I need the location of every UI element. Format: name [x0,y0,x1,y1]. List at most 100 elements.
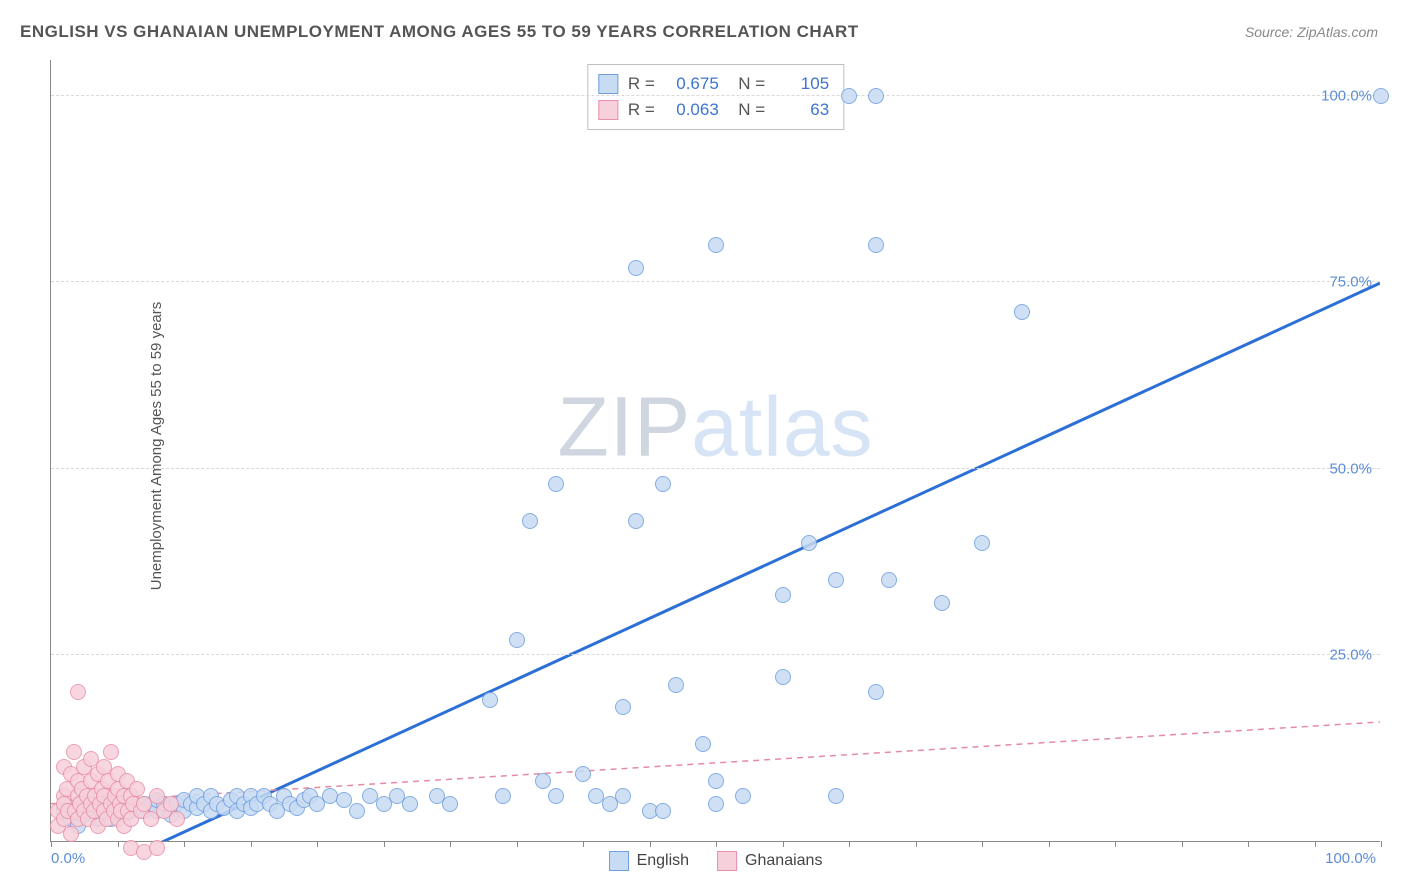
data-point [655,803,671,819]
data-point [668,677,684,693]
data-point [708,796,724,812]
x-tick [982,841,983,847]
x-tick [1381,841,1382,847]
watermark: ZIPatlas [557,379,873,476]
data-point [615,699,631,715]
legend-item: English [609,851,689,871]
trend-lines-layer [51,60,1380,841]
data-point [881,572,897,588]
data-point [495,788,511,804]
watermark-atlas: atlas [691,380,873,474]
x-tick [916,841,917,847]
data-point [775,669,791,685]
data-point [63,826,79,842]
data-point [149,840,165,856]
data-point [66,744,82,760]
gridline [51,281,1380,282]
chart-title: ENGLISH VS GHANAIAN UNEMPLOYMENT AMONG A… [20,22,859,42]
data-point [535,773,551,789]
data-point [868,237,884,253]
x-tick [184,841,185,847]
data-point [628,260,644,276]
data-point [868,684,884,700]
x-tick [251,841,252,847]
series-swatch [598,100,618,120]
y-tick-label: 25.0% [1329,646,1372,663]
gridline [51,95,1380,96]
y-tick-label: 100.0% [1321,88,1372,105]
x-tick [118,841,119,847]
correlation-stats-box: R = 0.675 N = 105 R = 0.063 N = 63 [587,64,844,130]
data-point [708,237,724,253]
x-tick [450,841,451,847]
data-point [868,88,884,104]
legend-swatch [609,851,629,871]
x-tick [849,841,850,847]
data-point [775,587,791,603]
data-point [695,736,711,752]
data-point [548,788,564,804]
data-point [655,476,671,492]
data-point [628,513,644,529]
legend-label: English [637,852,689,870]
x-tick [650,841,651,847]
legend: English Ghanaians [609,851,823,871]
data-point [828,572,844,588]
data-point [934,595,950,611]
x-tick [51,841,52,847]
x-tick [716,841,717,847]
data-point [70,684,86,700]
source-label: Source: ZipAtlas.com [1245,24,1378,40]
stat-n-label: N = [729,71,765,97]
legend-item: Ghanaians [717,851,822,871]
data-point [1373,88,1389,104]
x-tick [783,841,784,847]
data-point [548,476,564,492]
data-point [575,766,591,782]
x-tick [1248,841,1249,847]
legend-label: Ghanaians [745,852,822,870]
x-tick [517,841,518,847]
data-point [163,796,179,812]
data-point [482,692,498,708]
x-tick [583,841,584,847]
stat-n-value: 105 [775,71,829,97]
stats-row: R = 0.675 N = 105 [598,71,829,97]
data-point [349,803,365,819]
stat-r-value: 0.675 [665,71,719,97]
stat-n-value: 63 [775,97,829,123]
data-point [828,788,844,804]
x-tick [1049,841,1050,847]
data-point [1014,304,1030,320]
series-swatch [598,74,618,94]
data-point [129,781,145,797]
x-axis-max-label: 100.0% [1325,850,1376,867]
data-point [841,88,857,104]
data-point [522,513,538,529]
data-point [336,792,352,808]
x-tick [1315,841,1316,847]
data-point [708,773,724,789]
x-tick [384,841,385,847]
x-axis-origin-label: 0.0% [51,850,85,867]
data-point [735,788,751,804]
data-point [402,796,418,812]
x-tick [317,841,318,847]
stat-n-label: N = [729,97,765,123]
stat-r-label: R = [628,97,655,123]
stat-r-value: 0.063 [665,97,719,123]
scatter-plot-area: ZIPatlas R = 0.675 N = 105R = 0.063 N = 63 0… [50,60,1380,842]
y-tick-label: 50.0% [1329,460,1372,477]
gridline [51,654,1380,655]
stat-r-label: R = [628,71,655,97]
x-tick [1182,841,1183,847]
data-point [615,788,631,804]
data-point [442,796,458,812]
stats-row: R = 0.063 N = 63 [598,97,829,123]
legend-swatch [717,851,737,871]
x-tick [1115,841,1116,847]
watermark-zip: ZIP [557,380,691,474]
data-point [801,535,817,551]
trend-line [51,283,1380,841]
data-point [974,535,990,551]
